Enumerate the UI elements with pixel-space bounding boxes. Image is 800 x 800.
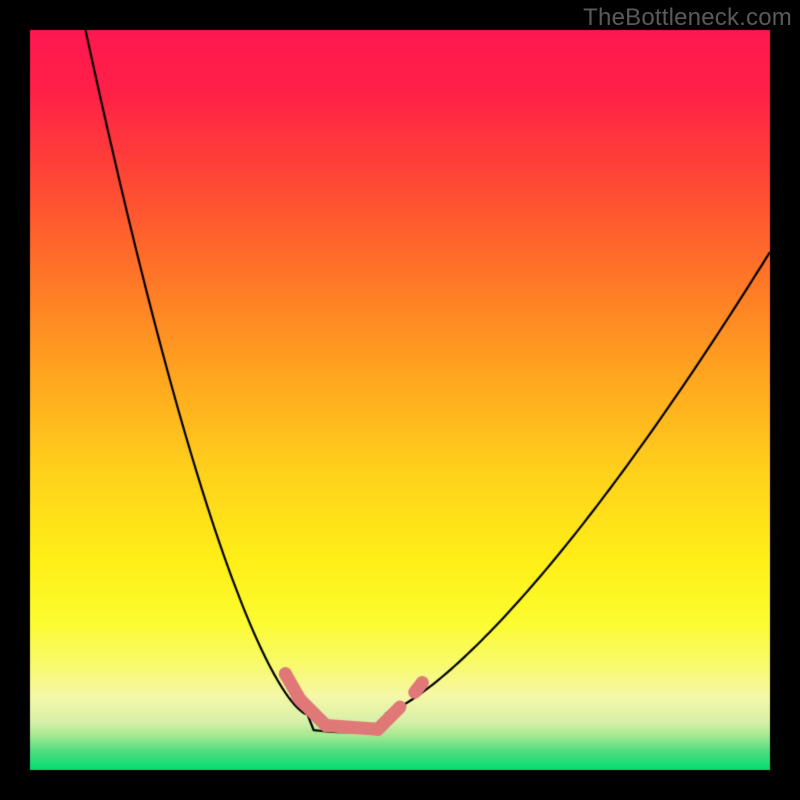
- chart-stage: TheBottleneck.com: [0, 0, 800, 800]
- bottleneck-curve: [0, 0, 800, 800]
